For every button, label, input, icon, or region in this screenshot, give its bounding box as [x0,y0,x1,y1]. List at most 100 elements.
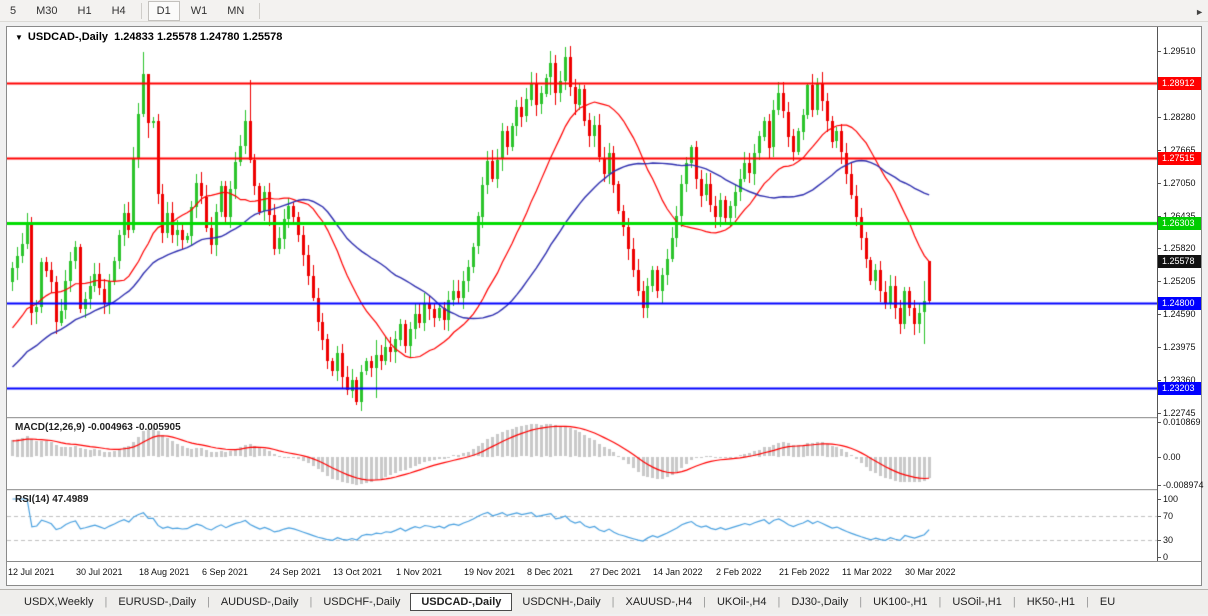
rsi-axis-label: 70 [1163,511,1174,521]
timeframe-button-mn[interactable]: MN [227,4,245,17]
date-axis-label: 11 Mar 2022 [842,567,892,577]
date-axis-label: 1 Nov 2021 [396,567,443,577]
price-axis-label: 1.29510 [1163,46,1196,56]
chart-tab-audusd-daily[interactable]: AUDUSD-,Daily [220,596,299,608]
hline-price-badge[interactable]: 1.27515 [1158,152,1201,165]
price-axis-label: 1.27050 [1163,178,1196,188]
price-axis-tick [1157,183,1161,184]
price-chart-canvas[interactable] [7,27,1157,417]
timeframe-button-h4[interactable]: H4 [111,4,126,17]
macd-axis-label: 0.00 [1163,452,1181,462]
hline-price-badge[interactable]: 1.28912 [1158,77,1201,90]
macd-axis-label: 0.010869 [1163,417,1201,427]
price-axis-label: 1.24590 [1163,309,1196,319]
chart-window: ▼ USDCAD-,Daily 1.24833 1.25578 1.24780 1… [6,26,1204,586]
tab-separator: | [938,596,942,608]
price-axis-tick [1157,248,1161,249]
timeframe-button-m30[interactable]: M30 [36,4,58,17]
rsi-axis-tick [1157,557,1161,558]
macd-axis-tick [1157,422,1161,423]
price-axis-tick [1157,413,1161,414]
hline-price-badge[interactable]: 1.23203 [1158,382,1201,395]
date-axis-label: 30 Jul 2021 [76,567,123,577]
macd-axis-label: -0.008974 [1163,480,1204,490]
tab-separator: | [611,596,615,608]
date-axis: 12 Jul 2021 30 Jul 2021 18 Aug 2021 6 Sep 2… [7,562,1157,585]
rsi-axis-tick [1157,499,1161,500]
rsi-canvas[interactable] [7,491,1157,561]
date-axis-label: 12 Jul 2021 [8,567,55,577]
price-axis-tick [1157,347,1161,348]
price-axis-label: 1.26435 [1163,211,1196,221]
chart-tab-hk50-h1[interactable]: HK50-,H1 [1026,596,1076,608]
chart-symbol: USDCAD-,Daily [27,31,108,43]
chart-tabbar: USDX,Weekly | EURUSD-,Daily | AUDUSD-,Daily |… [0,590,1208,614]
tab-separator: | [859,596,863,608]
chart-tab-dj30-daily[interactable]: DJ30-,Daily [791,596,849,608]
rsi-axis-tick [1157,516,1161,517]
tab-separator: | [309,596,313,608]
rsi-axis-label: 30 [1163,535,1174,545]
date-axis-label: 21 Feb 2022 [779,567,830,577]
toolbar-separator [259,2,261,19]
price-axis-tick [1157,150,1161,151]
timeframe-toolbar: 5 M30 H1 H4 D1 W1 MN [0,0,1208,22]
chart-tab-eurusd-daily[interactable]: EURUSD-,Daily [118,596,196,608]
price-axis: 1.295101.288951.282801.276651.270501.264… [1157,27,1204,562]
chart-symbol-title: ▼ USDCAD-,Daily 1.24833 1.25578 1.24780 1… [15,31,282,43]
price-axis-tick [1157,281,1161,282]
dropdown-arrow-icon[interactable]: ▼ [15,33,23,42]
date-axis-label: 14 Jan 2022 [653,567,703,577]
date-axis-label: 30 Mar 2022 [905,567,956,577]
chart-tab-usdcnh-daily[interactable]: USDCNH-,Daily [522,596,601,608]
tab-scroll-right-icon[interactable]: ► [1195,7,1204,17]
tab-separator: | [1012,596,1016,608]
chart-tab-eu[interactable]: EU [1099,596,1116,608]
chart-tab-xauusd-h4[interactable]: XAUUSD-,H4 [625,596,693,608]
chart-tab-ukoil-h4[interactable]: UKOil-,H4 [716,596,767,608]
tab-separator: | [206,596,210,608]
rsi-axis-label: 100 [1163,494,1179,504]
rsi-axis-label: 0 [1163,552,1169,562]
tabbar-divider [0,589,1208,590]
price-axis-label: 1.25205 [1163,276,1196,286]
price-axis-label: 1.28280 [1163,112,1196,122]
date-axis-label: 6 Sep 2021 [202,567,249,577]
date-axis-label: 24 Sep 2021 [270,567,322,577]
timeframe-button-w1[interactable]: W1 [190,4,208,17]
tab-separator: | [703,596,706,608]
date-axis-label: 8 Dec 2021 [527,567,574,577]
tab-separator: | [777,596,781,608]
macd-indicator-label: MACD(12,26,9) -0.004963 -0.005905 [15,422,181,433]
price-axis-label: 1.25820 [1163,243,1196,253]
price-axis-label: 1.22745 [1163,408,1196,418]
chart-tab-usoil-h1[interactable]: USOil-,H1 [952,596,1002,608]
date-axis-divider [7,561,1201,562]
macd-axis-tick [1157,485,1161,486]
rsi-indicator-label: RSI(14) 47.4989 [15,494,89,505]
hline-price-badge[interactable]: 1.24800 [1158,297,1201,310]
tab-separator: | [104,596,108,608]
chart-tab-usdchf-daily[interactable]: USDCHF-,Daily [323,596,401,608]
chart-ohlc-values: 1.24833 1.25578 1.24780 1.25578 [114,31,283,43]
hline-price-badge[interactable]: 1.26303 [1158,217,1201,230]
price-axis-label: 1.23360 [1163,375,1196,385]
chart-tab-uk100-h1[interactable]: UK100-,H1 [873,596,928,608]
date-axis-label: 27 Dec 2021 [590,567,642,577]
pane-splitter-rsi[interactable] [7,489,1201,491]
price-axis-label: 1.23975 [1163,342,1196,352]
price-axis-tick [1157,314,1161,315]
date-axis-label: 2 Feb 2022 [716,567,762,577]
macd-axis-tick [1157,457,1161,458]
pane-splitter-macd[interactable] [7,417,1201,419]
chart-tab-usdcad-daily[interactable]: USDCAD-,Daily [410,593,513,611]
timeframe-button-d1[interactable]: D1 [147,0,180,21]
chart-tab-usdx-weekly[interactable]: USDX,Weekly [24,596,94,608]
macd-canvas[interactable] [7,419,1157,489]
price-axis-tick [1157,117,1161,118]
timeframe-button-5[interactable]: 5 [10,4,17,17]
price-axis-tick [1157,51,1161,52]
price-axis-tick [1157,380,1161,381]
tab-separator: | [1086,596,1089,608]
timeframe-button-h1[interactable]: H1 [77,4,92,17]
